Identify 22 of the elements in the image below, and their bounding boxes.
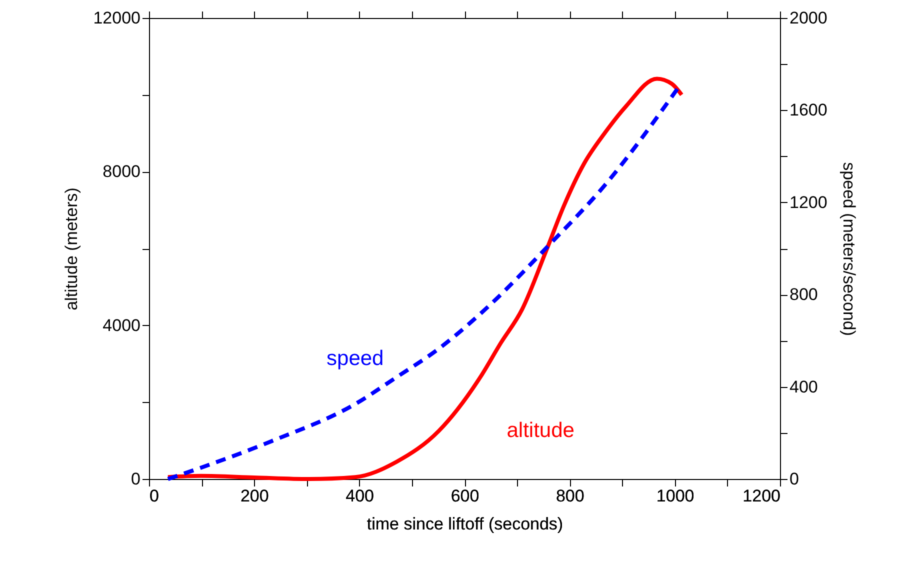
y2-tick-label: 400 xyxy=(790,377,818,396)
x-tick-label: 1200 xyxy=(742,486,780,506)
y2-axis-title: speed (meters/second) xyxy=(839,162,858,336)
y-tick-label: 8000 xyxy=(102,162,140,182)
y-tick-label: 12000 xyxy=(93,8,140,28)
x-axis-title: time since liftoff (seconds) xyxy=(366,514,564,534)
y2-tick-label: 1600 xyxy=(790,100,828,120)
x-tick-label: 0 xyxy=(150,486,159,506)
x-tick-label: 400 xyxy=(346,486,374,506)
y-axis-title: altitude (meters) xyxy=(62,188,82,310)
x-tick-label: 200 xyxy=(240,486,269,506)
text: altitude xyxy=(506,418,574,442)
y-tick-label: 4000 xyxy=(102,316,140,335)
y2-tick-label: 2000 xyxy=(790,8,828,28)
x-tick-label: 800 xyxy=(556,486,584,506)
y2-tick-label: 1200 xyxy=(790,192,828,212)
x-tick-label: 1000 xyxy=(656,486,694,506)
y-tick-label: 0 xyxy=(131,470,140,488)
series-label: speed xyxy=(326,347,384,370)
x-tick-label: 600 xyxy=(450,486,480,506)
y2-tick-label: 0 xyxy=(790,470,799,488)
y2-tick-label: 800 xyxy=(790,285,818,304)
